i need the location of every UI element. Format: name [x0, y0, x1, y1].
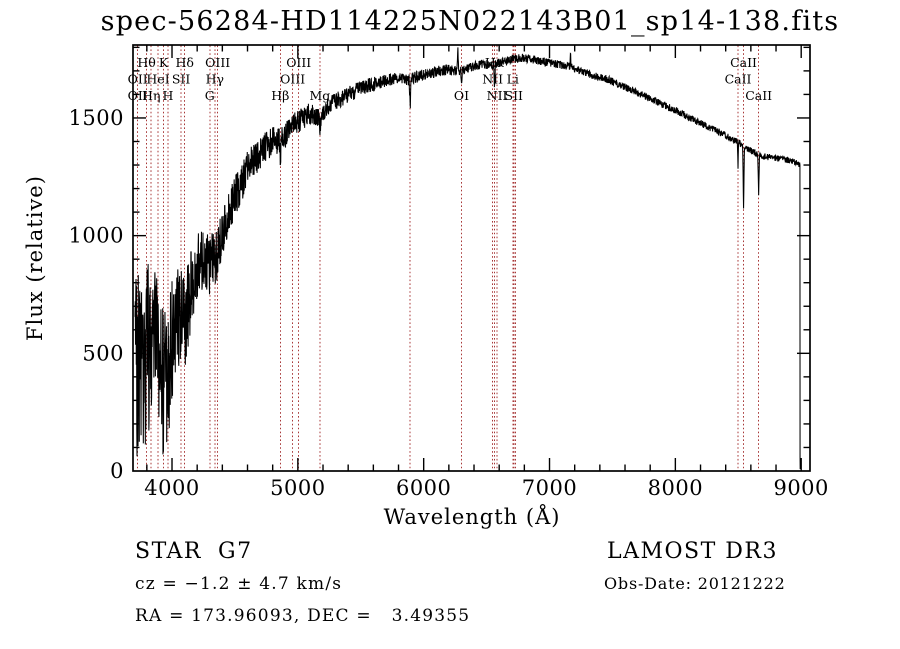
x-tick-label: 4000: [144, 476, 199, 500]
spectral-line-label: OI: [454, 88, 469, 103]
plot-frame: [132, 44, 811, 472]
axes-frame-layer: [132, 44, 811, 472]
spectral-line-label: G: [205, 88, 215, 103]
x-tick-label: 8000: [648, 476, 703, 500]
spectral-line-label: Hβ: [271, 88, 289, 103]
spectral-line-label: OIII: [205, 55, 230, 70]
x-tick-label: 5000: [270, 476, 325, 500]
spectral-line-label: Mg: [309, 88, 330, 103]
spectral-line-label: OII: [128, 72, 148, 87]
spectral-line-markers: [137, 45, 759, 471]
obs-date-label: Obs-Date: 20121222: [604, 574, 786, 593]
ra-dec-label: RA = 173.96093, DEC = 3.49355: [135, 606, 470, 626]
spectral-line-label: K: [159, 55, 169, 70]
spectral-line-label: Hδ: [176, 55, 194, 70]
y-tick-label: 1000: [69, 224, 124, 248]
axis-tick-labels: 4000 5000 6000 7000 8000 9000 0 500 1000 1500: [69, 106, 829, 500]
spectral-line-label: OIII: [286, 55, 311, 70]
x-tick-label: 9000: [773, 476, 828, 500]
plot-title: spec-56284-HD114225N022143B01_sp14-138.f…: [101, 6, 840, 37]
survey-release-label: LAMOST DR3: [607, 539, 778, 564]
x-tick-label: 6000: [396, 476, 451, 500]
spectrum-trace-layer: [134, 47, 801, 470]
spectral-line-label: Hγ: [206, 72, 224, 87]
spectral-line-label: CaII: [745, 88, 772, 103]
spectral-line-label: SII: [172, 72, 191, 87]
spectral-line-label: H: [163, 88, 174, 103]
object-subclass-label: G7: [218, 539, 253, 564]
y-axis-label: Flux (relative): [23, 175, 47, 341]
y-tick-label: 1500: [69, 106, 124, 130]
x-tick-label: 7000: [522, 476, 577, 500]
spectral-line-label: Hθ: [137, 55, 155, 70]
object-class-label: STAR: [135, 539, 202, 564]
spectral-line-label: NII: [482, 72, 503, 87]
spectral-line-label: CaII: [730, 55, 757, 70]
spectral-line-label: NII: [487, 88, 508, 103]
y-tick-label: 0: [110, 459, 124, 483]
cz-velocity-label: cz = −1.2 ± 4.7 km/s: [135, 574, 342, 594]
y-tick-label: 500: [82, 341, 124, 365]
spectral-line-label: OIII: [280, 72, 305, 87]
x-axis-label: Wavelength (Å): [384, 504, 561, 529]
spectrum-trace: [134, 47, 801, 470]
spectral-line-label: Hη: [142, 88, 160, 103]
spectral-line-label: Li: [507, 72, 519, 87]
spectral-line-label: HeI: [146, 72, 169, 87]
spectral-line-label: SII: [505, 88, 524, 103]
spectral-line-label: CaII: [725, 72, 752, 87]
